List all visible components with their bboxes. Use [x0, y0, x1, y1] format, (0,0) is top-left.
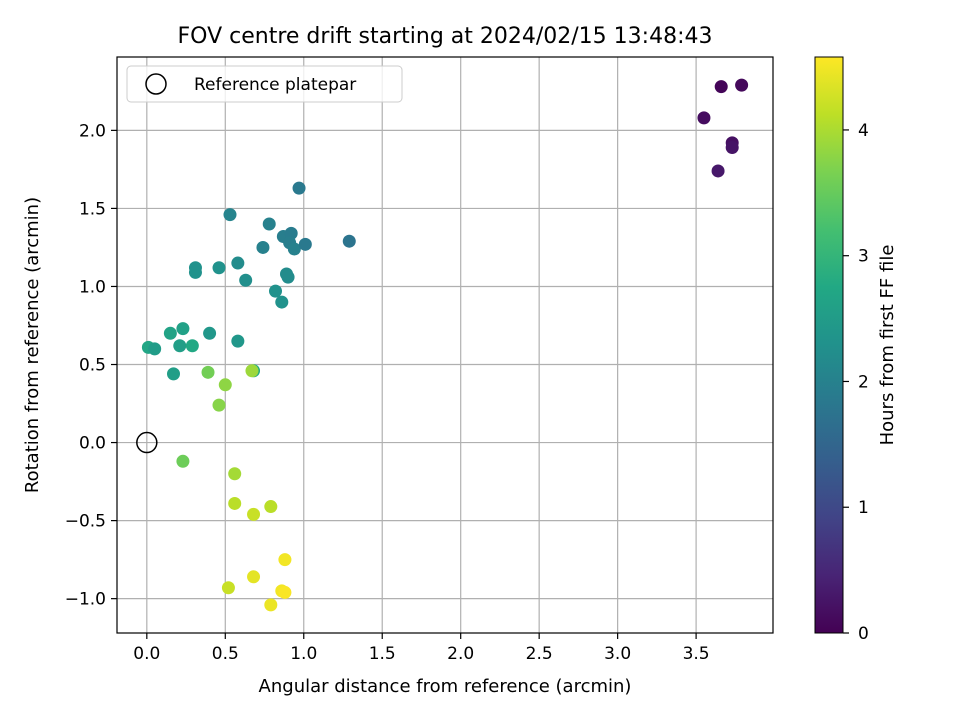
data-point — [247, 570, 261, 584]
data-point — [711, 164, 725, 178]
x-tick-label: 0.5 — [212, 644, 239, 664]
data-point — [292, 181, 306, 195]
grid — [117, 57, 773, 633]
colorbar-tick-label: 1 — [858, 498, 869, 518]
colorbar-gradient — [814, 56, 844, 634]
data-point — [231, 256, 245, 270]
y-axis-label: Rotation from reference (arcmin) — [22, 197, 43, 493]
x-tick-label: 3.5 — [683, 644, 710, 664]
data-point — [203, 326, 217, 340]
legend: Reference platepar — [126, 65, 403, 103]
data-points — [141, 78, 749, 612]
data-point — [264, 598, 278, 612]
data-point — [247, 507, 261, 521]
data-point — [735, 78, 749, 92]
data-point — [281, 270, 295, 284]
colorbar-ticks: 0 1 2 3 4 — [843, 121, 869, 644]
y-tick-label: 2.0 — [79, 121, 106, 141]
y-tick-label: 0.0 — [79, 434, 106, 454]
reference-platepar-marker — [136, 431, 158, 454]
data-point — [231, 334, 245, 348]
colorbar-tick-label: 4 — [858, 121, 869, 141]
data-point — [201, 365, 215, 379]
data-point — [725, 141, 739, 155]
data-point — [245, 364, 259, 378]
data-point — [212, 261, 226, 275]
plot-area — [116, 56, 774, 634]
data-point — [287, 242, 301, 256]
data-point — [269, 284, 283, 298]
y-tick-label: 1.5 — [79, 199, 106, 219]
data-point — [212, 398, 226, 412]
legend-entry-reference: Reference platepar — [194, 75, 356, 95]
y-tick-label: 0.5 — [79, 356, 106, 376]
data-point — [278, 585, 292, 599]
data-point — [148, 342, 162, 356]
colorbar-label: Hours from first FF file — [877, 245, 898, 446]
data-point — [239, 273, 253, 287]
data-point — [262, 217, 276, 231]
x-tick-label: 0.0 — [133, 644, 160, 664]
data-point — [185, 339, 199, 353]
data-point — [176, 322, 190, 336]
x-tick-label: 1.5 — [369, 644, 396, 664]
y-axis-ticks: −1.0 −0.5 0.0 0.5 1.0 1.5 2.0 — [65, 121, 117, 610]
data-point — [218, 378, 232, 392]
x-axis-label: Angular distance from reference (arcmin) — [259, 676, 632, 697]
data-point — [228, 496, 242, 510]
colorbar-tick-label: 3 — [858, 247, 869, 267]
plot-frame — [116, 56, 774, 634]
data-point — [714, 80, 728, 94]
data-point — [221, 581, 235, 595]
data-point — [275, 295, 289, 309]
colorbar-tick-label: 0 — [858, 624, 869, 644]
y-tick-label: 1.0 — [79, 277, 106, 297]
legend-box — [126, 65, 403, 103]
data-point — [298, 237, 312, 251]
data-point — [697, 111, 711, 125]
colorbar: 0 1 2 3 4 Hours from first FF file — [814, 56, 898, 644]
data-point — [264, 500, 278, 514]
data-point — [278, 553, 292, 567]
data-point — [228, 467, 242, 481]
x-tick-label: 2.5 — [526, 644, 553, 664]
legend-marker-icon — [145, 73, 167, 95]
data-point — [166, 367, 180, 381]
x-tick-label: 3.0 — [604, 644, 631, 664]
y-tick-label: −1.0 — [65, 590, 106, 610]
x-tick-label: 2.0 — [447, 644, 474, 664]
data-point — [176, 454, 190, 468]
data-point — [173, 339, 187, 353]
chart-title: FOV centre drift starting at 2024/02/15 … — [178, 24, 713, 49]
colorbar-tick-label: 2 — [858, 372, 869, 392]
x-tick-label: 1.0 — [290, 644, 317, 664]
data-point — [223, 208, 237, 222]
data-point — [163, 326, 177, 340]
data-point — [256, 240, 270, 254]
data-point — [188, 265, 202, 279]
y-tick-label: −0.5 — [65, 512, 106, 532]
data-point — [342, 234, 356, 248]
x-axis-ticks: 0.0 0.5 1.0 1.5 2.0 2.5 3.0 3.5 — [133, 633, 710, 664]
